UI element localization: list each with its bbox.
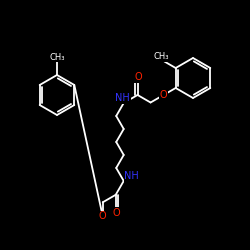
Text: O: O bbox=[160, 90, 167, 100]
Text: NH: NH bbox=[124, 171, 139, 181]
Text: O: O bbox=[135, 72, 142, 82]
Text: NH: NH bbox=[115, 93, 130, 103]
Text: CH₃: CH₃ bbox=[154, 52, 169, 61]
Text: O: O bbox=[99, 211, 106, 221]
Text: O: O bbox=[113, 208, 120, 218]
Text: CH₃: CH₃ bbox=[49, 52, 65, 62]
